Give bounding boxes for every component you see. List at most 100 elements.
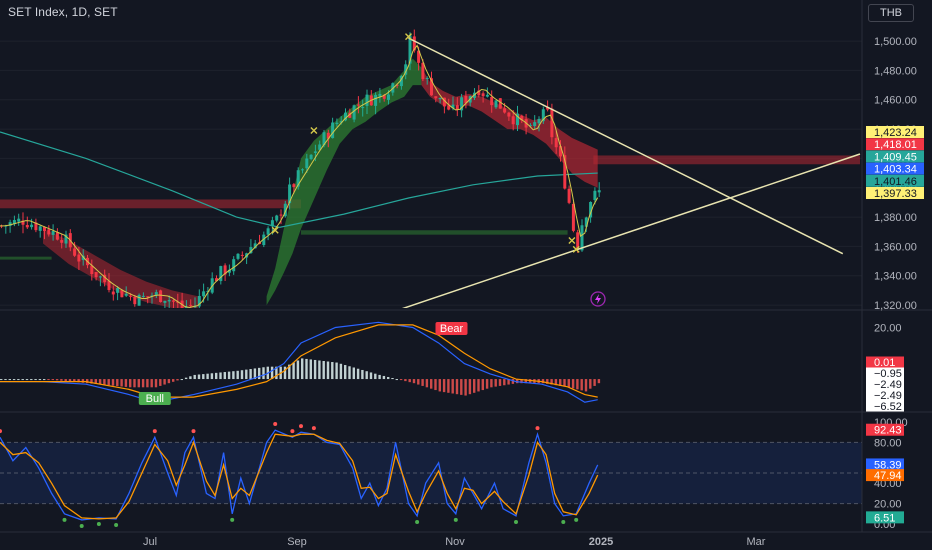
- candle-down: [417, 50, 421, 63]
- macd-histogram-bar: [421, 379, 424, 386]
- macd-histogram-bar: [232, 371, 235, 380]
- macd-histogram-bar: [253, 368, 257, 380]
- macd-histogram-bar: [498, 379, 502, 386]
- overbought-dot: [191, 429, 196, 434]
- macd-histogram-bar: [17, 379, 20, 381]
- macd-histogram-bar: [451, 379, 454, 394]
- macd-histogram-bar: [288, 364, 291, 380]
- stoch-value-tag: [866, 458, 904, 471]
- macd-histogram-bar: [73, 379, 76, 382]
- time-axis-label: Nov: [445, 536, 465, 548]
- candle-down: [464, 95, 468, 104]
- macd-histogram-bar: [167, 379, 171, 384]
- macd-histogram-bar: [309, 359, 312, 380]
- candle-up: [253, 243, 257, 249]
- macd-histogram-bar: [494, 379, 497, 387]
- candle-up: [335, 122, 339, 125]
- price-tag-label: 1,418.01: [874, 139, 917, 151]
- candle-up: [236, 253, 240, 259]
- candle-up: [399, 76, 403, 87]
- macd-histogram-bar: [8, 379, 11, 381]
- macd-histogram-bar: [408, 379, 411, 383]
- candle-up: [219, 266, 223, 282]
- macd-histogram-bar: [399, 379, 403, 381]
- candle-down: [554, 138, 558, 148]
- signal-marker: [310, 127, 318, 135]
- lightning-icon[interactable]: [590, 291, 606, 307]
- macd-histogram-bar: [283, 366, 287, 380]
- symbol-title[interactable]: SET Index, 1D, SET: [8, 5, 118, 19]
- macd-histogram-bar: [576, 379, 579, 390]
- candle-up: [309, 154, 313, 160]
- price-zone: [301, 230, 568, 235]
- candle-up: [537, 118, 541, 124]
- macd-histogram-bar: [146, 379, 149, 388]
- macd-histogram-bar: [490, 379, 493, 388]
- macd-tick-label: 20.00: [874, 322, 902, 334]
- macd-histogram-bar: [94, 379, 97, 385]
- oversold-dot: [561, 519, 566, 524]
- macd-histogram-bar: [258, 367, 261, 380]
- oversold-dot: [114, 523, 119, 528]
- macd-histogram-bar: [417, 379, 420, 385]
- price-tick-label: 1,340.00: [874, 271, 917, 283]
- currency-button[interactable]: THB: [868, 4, 914, 22]
- moving-average-fast: [0, 44, 599, 308]
- candle-up: [365, 94, 369, 106]
- macd-histogram-bar: [322, 361, 325, 380]
- overbought-dot: [535, 426, 540, 431]
- candle-up: [296, 170, 300, 187]
- stoch-tick-label: 80.00: [874, 437, 902, 449]
- macd-histogram-bar: [361, 369, 364, 380]
- candle-up: [266, 228, 270, 235]
- candle-down: [503, 108, 507, 113]
- macd-histogram-bar: [193, 374, 196, 380]
- price-plot: [0, 29, 862, 308]
- candle-up: [8, 222, 12, 226]
- macd-histogram-bar: [460, 379, 463, 395]
- macd-histogram-bar: [30, 379, 33, 381]
- price-zone: [593, 155, 860, 165]
- macd-histogram-bar: [550, 379, 553, 385]
- bull-signal-label: Bull: [146, 393, 164, 405]
- price-tag-label: 1,397.33: [874, 188, 917, 200]
- candle-up: [275, 215, 279, 221]
- candle-up: [580, 225, 584, 251]
- macd-histogram-bar: [197, 374, 201, 380]
- macd-histogram-bar: [34, 379, 37, 381]
- oversold-dot: [79, 524, 84, 529]
- macd-histogram-bar: [546, 379, 549, 384]
- macd-histogram-bar: [313, 359, 317, 380]
- signal-marker: [572, 245, 580, 253]
- candle-up: [197, 295, 201, 307]
- candle-down: [43, 227, 46, 231]
- candle-up: [17, 218, 21, 222]
- macd-histogram-bar: [318, 360, 321, 380]
- candle-down: [563, 155, 567, 189]
- candle-up: [378, 93, 382, 97]
- macd-plot: [0, 321, 601, 403]
- macd-histogram-bar: [120, 379, 123, 387]
- candle-up: [374, 94, 378, 106]
- overbought-dot: [299, 424, 303, 429]
- bear-signal-label: Bear: [440, 323, 464, 335]
- macd-histogram-bar: [236, 370, 239, 380]
- price-tag-label: 1,409.45: [874, 151, 917, 163]
- macd-histogram-bar: [184, 377, 188, 380]
- stoch-value-tag: [866, 423, 904, 436]
- trendline: [401, 153, 861, 308]
- overbought-dot: [311, 426, 316, 431]
- candle-up: [232, 259, 236, 272]
- macd-histogram-bar: [387, 376, 390, 380]
- macd-histogram-bar: [12, 379, 16, 381]
- candle-up: [361, 107, 365, 109]
- oversold-dot: [96, 522, 101, 526]
- macd-signal-line: [0, 324, 598, 398]
- stoch-value-label: 58.39: [874, 459, 902, 471]
- signal-marker: [568, 237, 576, 245]
- macd-histogram-bar: [133, 379, 136, 388]
- macd-histogram-bar: [111, 379, 115, 386]
- macd-histogram-bar: [159, 379, 162, 386]
- macd-histogram-bar: [21, 379, 24, 381]
